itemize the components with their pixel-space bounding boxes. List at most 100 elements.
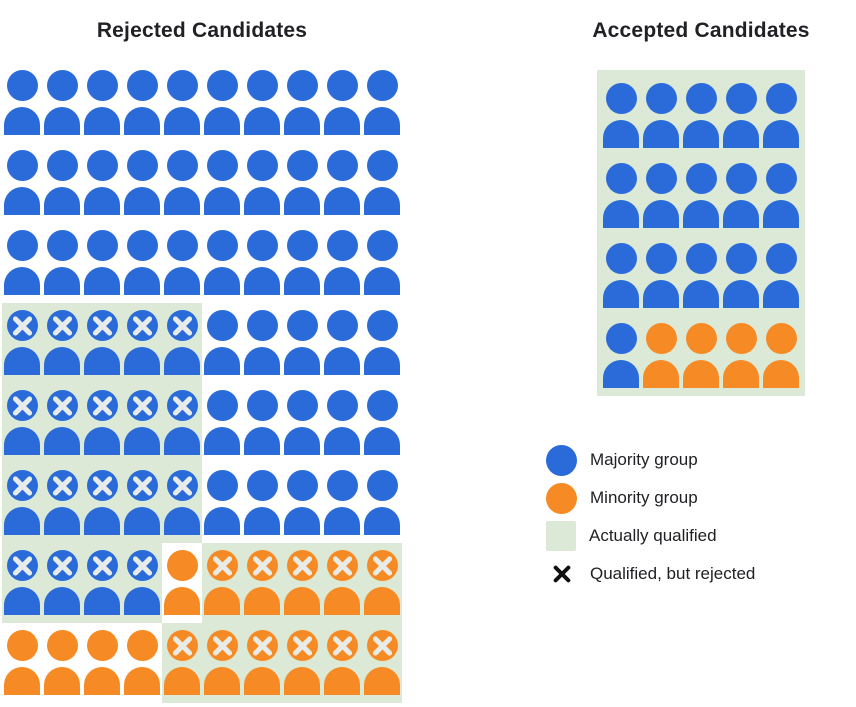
person-body	[4, 587, 40, 615]
person-majority	[603, 243, 639, 308]
grid-row	[601, 236, 801, 316]
person-majority	[284, 390, 320, 455]
person-majority	[284, 150, 320, 215]
person-body	[324, 187, 360, 215]
person-majority	[204, 70, 240, 135]
person-minority	[763, 323, 799, 388]
person-head	[286, 230, 318, 261]
candidate-cell	[162, 223, 202, 303]
person-body	[164, 667, 200, 695]
person-head	[86, 150, 118, 181]
x-mark-icon	[211, 634, 234, 657]
person-body	[763, 200, 799, 228]
person-majority-qualified	[4, 470, 40, 535]
rejected-panel-title: Rejected Candidates	[96, 19, 308, 42]
person-body	[603, 200, 639, 228]
person-majority-qualified	[164, 310, 200, 375]
candidate-cell	[82, 383, 122, 463]
candidate-cell	[122, 63, 162, 143]
person-head	[725, 83, 757, 114]
person-body	[284, 347, 320, 375]
person-majority-qualified	[4, 310, 40, 375]
candidate-cell	[82, 143, 122, 223]
person-majority	[204, 470, 240, 535]
person-head	[46, 630, 78, 661]
candidate-cell	[202, 143, 242, 223]
candidate-cell	[122, 303, 162, 383]
person-majority	[324, 150, 360, 215]
person-head	[366, 230, 398, 261]
person-body	[4, 107, 40, 135]
candidate-cell	[362, 543, 402, 623]
person-majority-qualified	[84, 470, 120, 535]
candidate-cell	[82, 463, 122, 543]
person-body	[204, 587, 240, 615]
person-minority-qualified	[284, 550, 320, 615]
grid-row	[2, 143, 402, 223]
person-body	[204, 427, 240, 455]
grid-row	[601, 316, 801, 396]
person-head	[605, 163, 637, 194]
person-head	[605, 83, 637, 114]
person-body	[683, 360, 719, 388]
person-body	[364, 267, 400, 295]
person-minority-qualified	[244, 630, 280, 695]
grid-row	[601, 76, 801, 156]
person-head	[286, 70, 318, 101]
candidate-cell	[242, 63, 282, 143]
person-head	[126, 70, 158, 101]
person-head	[366, 70, 398, 101]
person-majority	[244, 470, 280, 535]
person-body	[4, 347, 40, 375]
candidate-cell	[721, 236, 761, 316]
person-body	[364, 667, 400, 695]
person-majority	[603, 163, 639, 228]
candidate-cell	[2, 623, 42, 703]
person-body	[164, 347, 200, 375]
person-majority	[364, 470, 400, 535]
person-body	[284, 267, 320, 295]
accepted-panel-title: Accepted Candidates	[592, 19, 810, 42]
x-mark-icon	[171, 474, 194, 497]
person-majority	[284, 70, 320, 135]
person-head	[206, 150, 238, 181]
person-head	[166, 150, 198, 181]
legend-label-qualified-but-rejected: Qualified, but rejected	[590, 564, 756, 583]
person-head	[246, 390, 278, 421]
person-head	[166, 70, 198, 101]
person-body	[324, 587, 360, 615]
candidate-cell	[362, 63, 402, 143]
person-head	[166, 550, 198, 581]
candidate-cell	[681, 236, 721, 316]
majority-group-circle-icon	[546, 444, 577, 476]
person-minority-qualified	[204, 630, 240, 695]
person-body	[723, 200, 759, 228]
candidate-cell	[162, 623, 202, 703]
person-body	[164, 587, 200, 615]
candidate-cell	[2, 463, 42, 543]
candidate-cell	[202, 383, 242, 463]
person-body	[124, 587, 160, 615]
person-head	[206, 230, 238, 261]
legend-label-majority-group: Majority group	[590, 450, 698, 469]
x-mark-icon	[131, 314, 154, 337]
x-mark-icon	[371, 634, 394, 657]
person-head	[725, 243, 757, 274]
candidate-cell	[322, 543, 362, 623]
candidate-cell	[162, 303, 202, 383]
person-body	[723, 120, 759, 148]
candidate-cell	[202, 303, 242, 383]
person-body	[603, 360, 639, 388]
person-body	[204, 667, 240, 695]
person-majority	[683, 163, 719, 228]
person-majority	[164, 230, 200, 295]
person-body	[763, 360, 799, 388]
person-majority-qualified	[124, 550, 160, 615]
person-body	[84, 107, 120, 135]
person-majority	[4, 230, 40, 295]
person-body	[4, 267, 40, 295]
person-minority	[84, 630, 120, 695]
x-mark-icon	[131, 554, 154, 577]
person-body	[364, 347, 400, 375]
